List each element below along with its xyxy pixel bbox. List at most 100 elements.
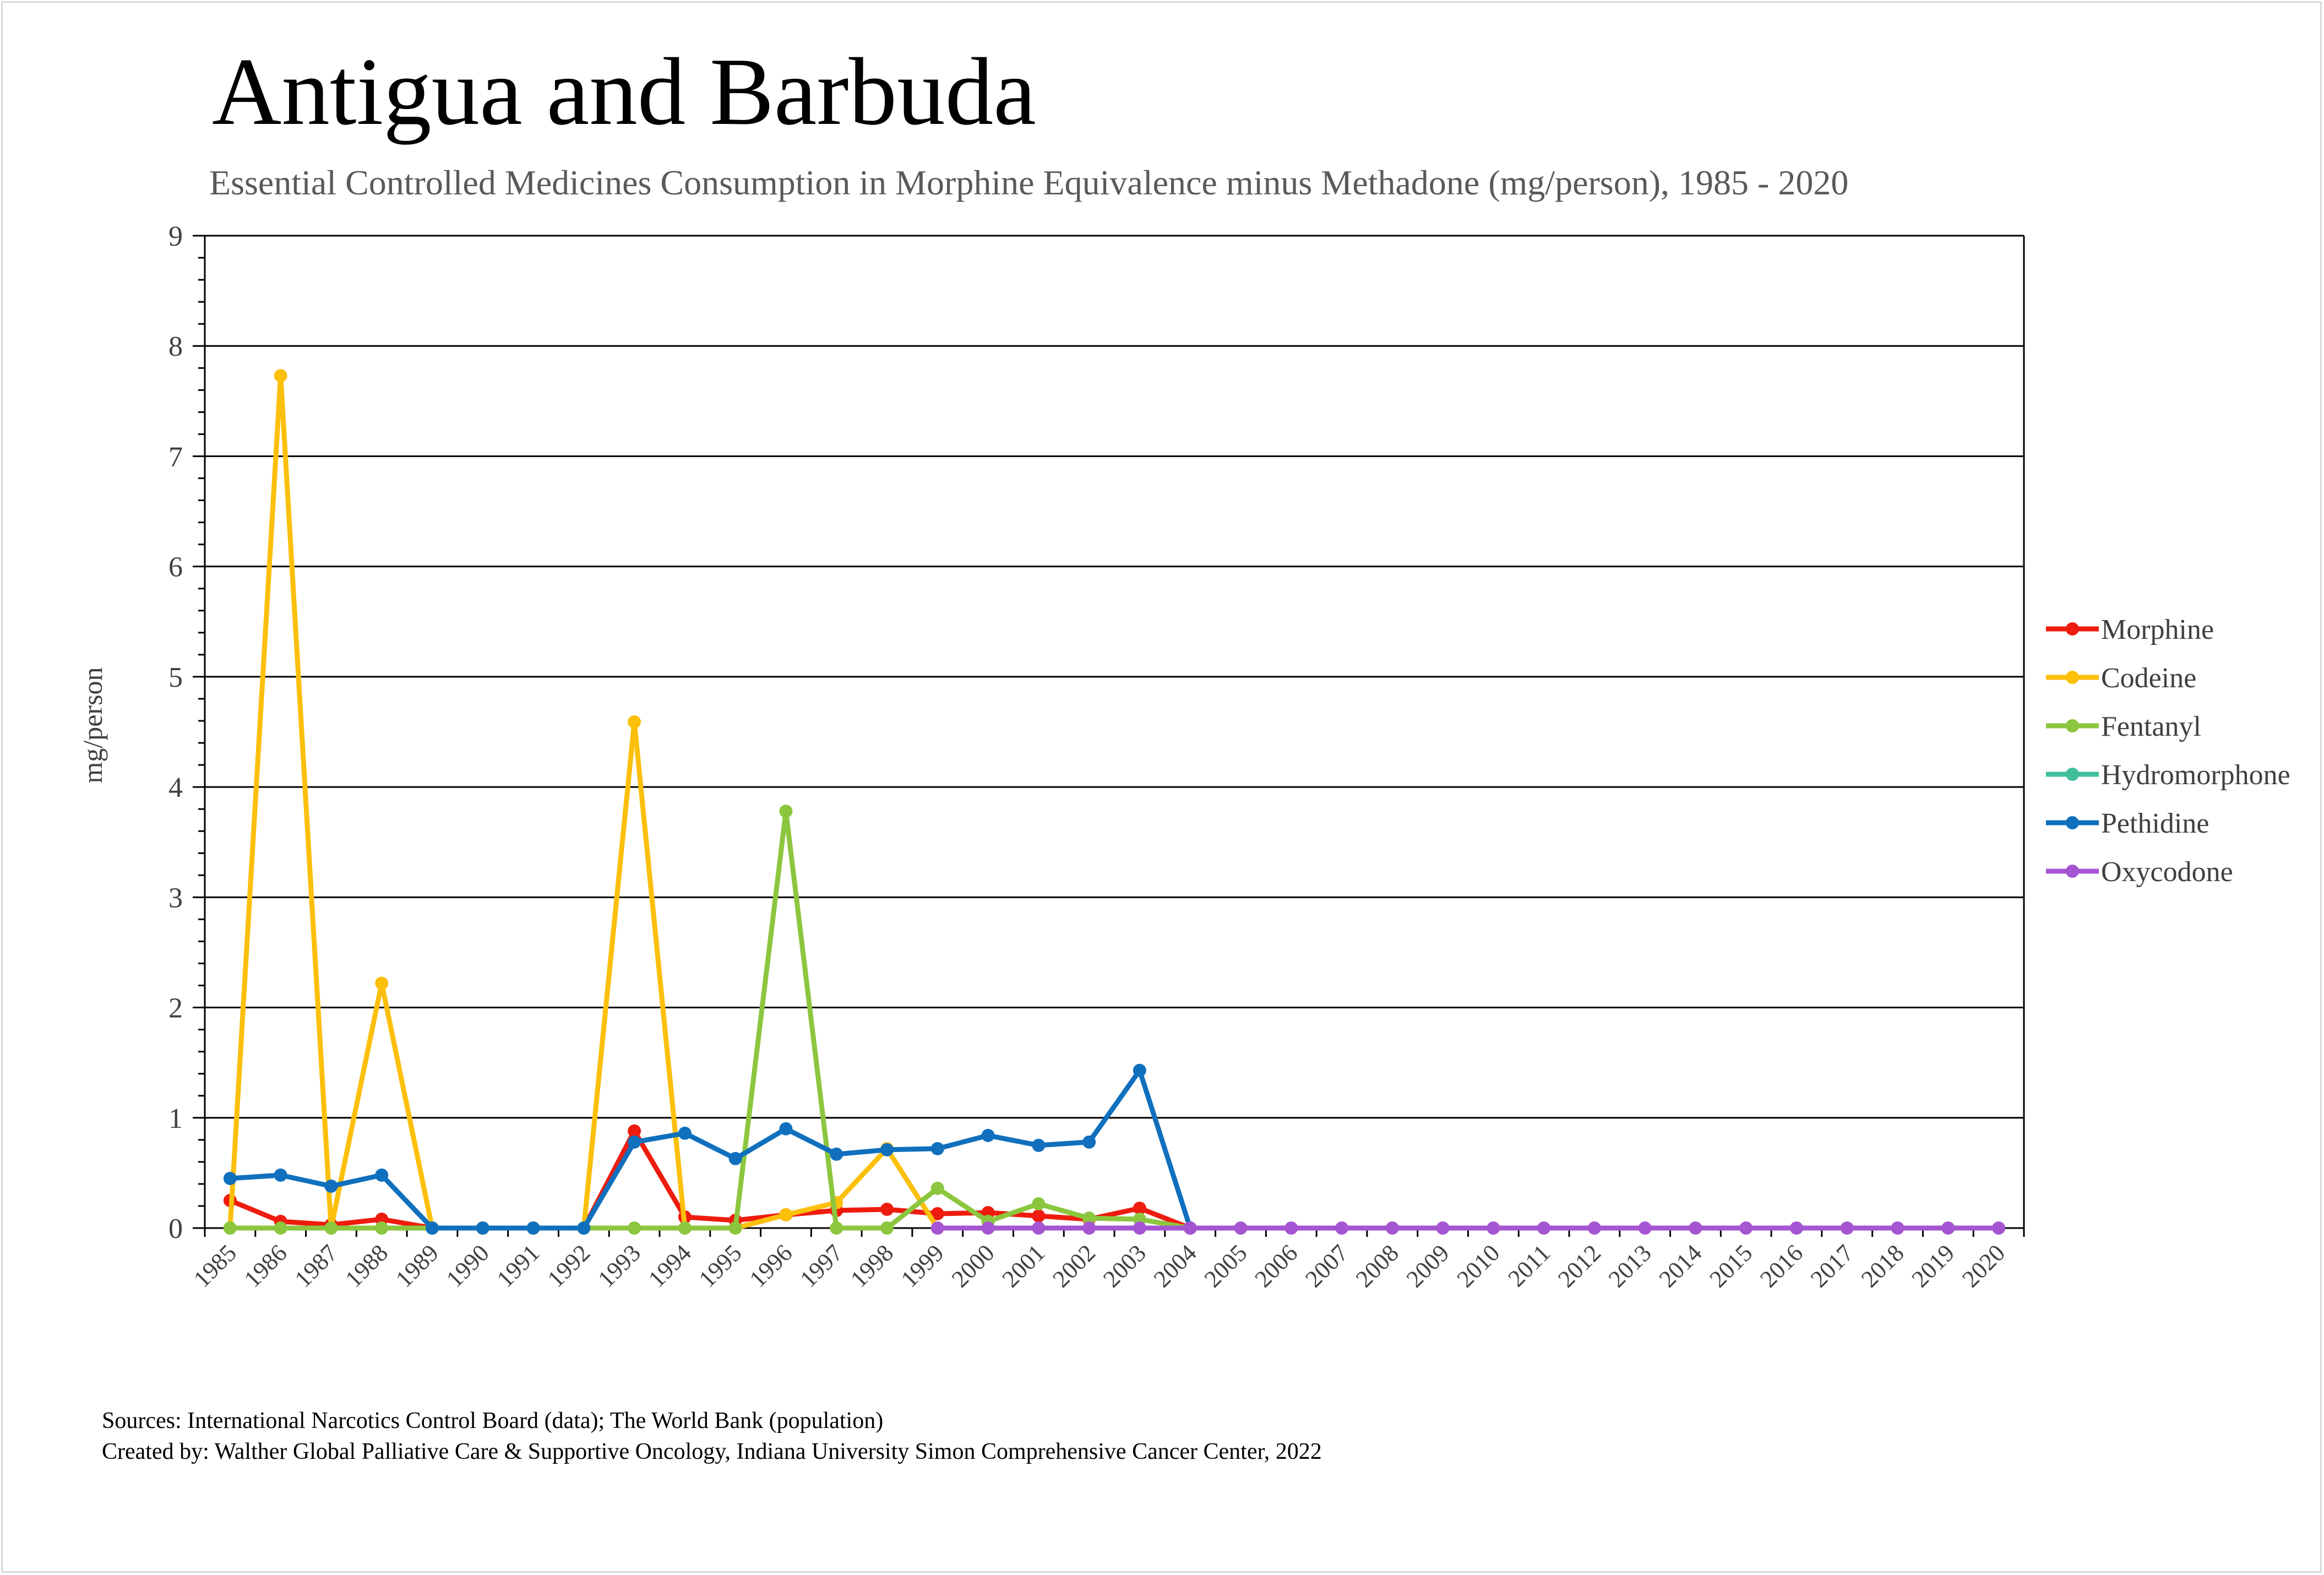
y-tick-label-9: 9 [168,221,183,252]
x-tick-label-1999: 1999 [896,1239,949,1292]
data-point-fentanyl-1999 [930,1181,944,1195]
data-point-oxycodone-2013 [1638,1221,1652,1235]
series-line-morphine [229,1128,1191,1231]
data-point-oxycodone-2007 [1335,1221,1348,1235]
data-point-oxycodone-2003 [1133,1221,1146,1235]
data-point-oxycodone-2014 [1689,1221,1702,1235]
x-tick-label-1985: 1985 [188,1239,242,1292]
data-point-pethidine-2002 [1082,1135,1096,1149]
data-point-fentanyl-1987 [324,1221,338,1235]
legend-label-hydromorphone: Hydromorphone [2101,759,2290,791]
data-point-pethidine-1988 [375,1168,389,1182]
data-point-fentanyl-1995 [728,1221,742,1235]
y-tick-label-3: 3 [168,882,183,914]
data-point-morphine-1998 [880,1202,894,1216]
legend-swatch-marker-codeine [2066,671,2079,684]
data-point-fentanyl-1993 [628,1221,641,1235]
data-point-fentanyl-1994 [678,1221,692,1235]
data-point-morphine-2003 [1133,1201,1146,1215]
sources-note: Sources: International Narcotics Control… [102,1408,884,1433]
data-point-pethidine-1994 [678,1126,692,1140]
x-tick-label-2014: 2014 [1654,1239,1707,1292]
x-tick-label-1990: 1990 [441,1239,494,1292]
y-tick-label-0: 0 [168,1213,183,1245]
data-point-oxycodone-2008 [1385,1221,1399,1235]
data-point-morphine-2001 [1032,1209,1046,1223]
data-point-oxycodone-2010 [1487,1221,1500,1235]
data-point-oxycodone-2004 [1183,1221,1197,1235]
y-tick-label-6: 6 [168,552,183,583]
x-tick-label-2008: 2008 [1351,1239,1404,1292]
data-point-fentanyl-2001 [1032,1197,1046,1210]
data-point-oxycodone-2016 [1790,1221,1803,1235]
legend-swatch-marker-hydromorphone [2066,768,2079,781]
data-point-morphine-1999 [930,1207,944,1220]
data-point-oxycodone-2000 [981,1221,995,1235]
x-tick-label-2015: 2015 [1704,1239,1757,1292]
x-tick-label-2010: 2010 [1452,1239,1505,1292]
data-point-pethidine-1999 [930,1142,944,1155]
data-point-oxycodone-2017 [1840,1221,1854,1235]
y-tick-label-2: 2 [168,993,183,1024]
data-point-fentanyl-1996 [779,805,793,818]
data-point-pethidine-1990 [476,1221,489,1235]
series-line-fentanyl [230,808,1191,1231]
x-tick-label-2018: 2018 [1856,1239,1909,1292]
data-point-oxycodone-2011 [1537,1221,1551,1235]
x-tick-label-1992: 1992 [542,1239,596,1292]
data-point-oxycodone-2001 [1032,1221,1046,1235]
data-point-pethidine-2000 [981,1128,995,1142]
series-line-codeine [227,373,940,1231]
data-point-pethidine-1997 [830,1147,843,1161]
y-tick-label-8: 8 [168,331,183,362]
x-tick-label-1993: 1993 [592,1239,646,1292]
data-point-oxycodone-2005 [1234,1221,1248,1235]
legend-label-pethidine: Pethidine [2101,808,2209,839]
data-point-pethidine-1995 [728,1152,742,1165]
data-point-oxycodone-2002 [1082,1221,1096,1235]
y-tick-label-5: 5 [168,662,183,693]
y-tick-label-1: 1 [168,1103,183,1134]
data-point-oxycodone-2018 [1891,1221,1904,1235]
series-line-pethidine [230,1068,1193,1231]
x-tick-label-2003: 2003 [1098,1239,1151,1292]
data-point-pethidine-1991 [526,1221,540,1235]
data-point-pethidine-2001 [1032,1138,1046,1152]
legend-swatch-marker-fentanyl [2066,719,2079,732]
data-point-pethidine-1998 [880,1143,894,1156]
x-tick-label-2013: 2013 [1603,1239,1657,1292]
y-tick-label-7: 7 [168,441,183,472]
x-tick-label-1997: 1997 [794,1239,848,1292]
legend-swatch-marker-morphine [2066,622,2079,636]
y-tick-label-4: 4 [168,772,183,803]
x-tick-label-2005: 2005 [1199,1239,1253,1292]
data-point-codeine-1986 [274,369,287,383]
data-point-oxycodone-2015 [1739,1221,1753,1235]
x-tick-label-2020: 2020 [1957,1239,2010,1292]
data-point-pethidine-1992 [577,1221,591,1235]
legend-label-oxycodone: Oxycodone [2101,856,2233,888]
data-point-oxycodone-2009 [1436,1221,1450,1235]
created-by-note: Created by: Walther Global Palliative Ca… [102,1439,1322,1464]
data-point-morphine-1993 [628,1124,641,1138]
x-tick-label-2019: 2019 [1907,1239,1960,1292]
x-tick-label-1991: 1991 [492,1239,545,1292]
data-point-oxycodone-2006 [1285,1221,1298,1235]
data-point-pethidine-1993 [628,1135,641,1149]
data-point-oxycodone-2019 [1941,1221,1955,1235]
data-point-pethidine-1986 [274,1168,287,1182]
data-point-fentanyl-1998 [880,1221,894,1235]
data-point-fentanyl-1986 [274,1221,287,1235]
x-tick-label-1986: 1986 [239,1239,292,1292]
chart-subtitle: Essential Controlled Medicines Consumpti… [209,163,1849,202]
legend-swatch-marker-oxycodone [2066,865,2079,878]
legend-label-codeine: Codeine [2101,662,2196,694]
x-tick-label-2000: 2000 [946,1239,1000,1292]
x-tick-label-2009: 2009 [1401,1239,1455,1292]
data-point-fentanyl-2002 [1082,1211,1096,1225]
x-tick-label-2002: 2002 [1047,1239,1101,1292]
data-point-fentanyl-1988 [375,1221,389,1235]
data-point-oxycodone-1999 [930,1221,944,1235]
data-point-fentanyl-1997 [830,1221,843,1235]
